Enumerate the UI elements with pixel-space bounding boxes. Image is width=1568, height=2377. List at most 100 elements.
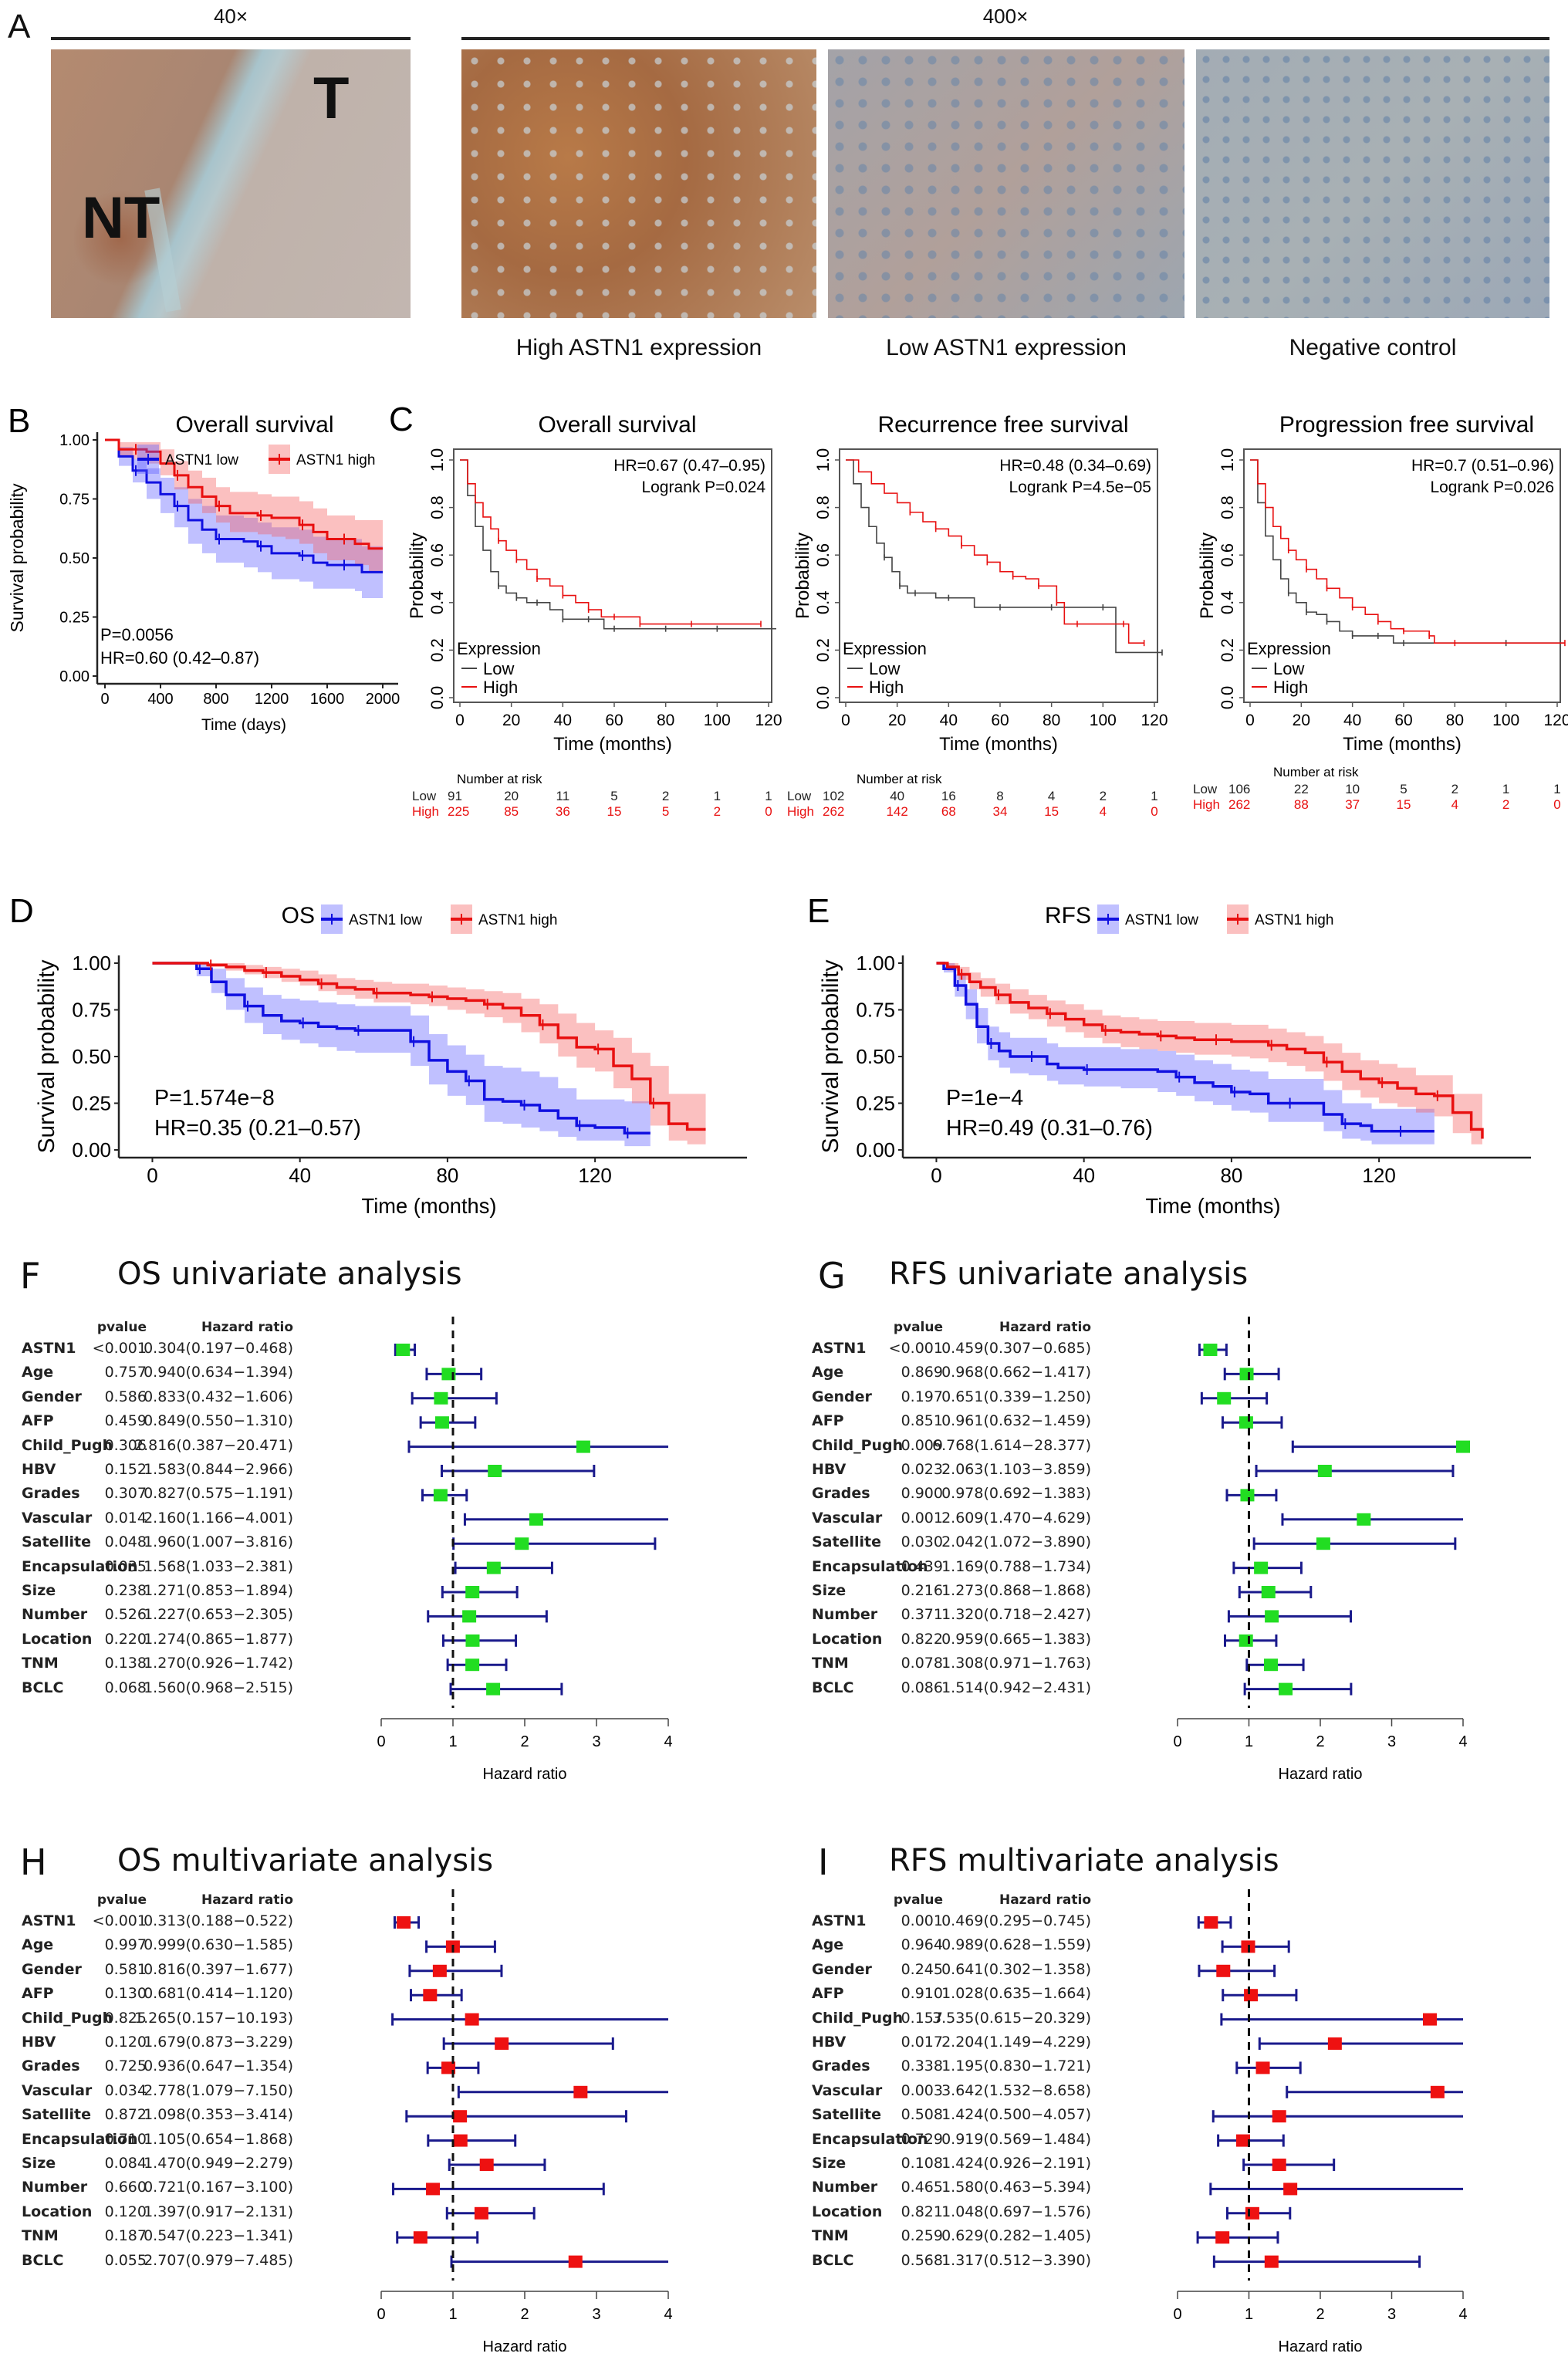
x-tick-label: 4 <box>1458 1733 1467 1750</box>
hazard-ratio-ci: 0.681(0.414−1.120) <box>144 1985 293 2003</box>
forest-table-row: Location 0.821 1.048(0.697−1.576) <box>784 2203 1247 2227</box>
risk-count: 15 <box>607 804 622 819</box>
hazard-ratio-marker <box>423 1989 438 2002</box>
variable-name: BCLC <box>812 2251 854 2269</box>
variable-name: ASTN1 <box>812 1912 867 1929</box>
risk-count: 0 <box>1151 804 1157 819</box>
y-tick-label: 1.0 <box>427 448 447 472</box>
forest-panel-g: G RFS univariate analysis pvalue Hazard rat… <box>784 1250 1556 1790</box>
y-tick-label: 0.00 <box>59 668 90 685</box>
hazard-ratio-ci: 1.271(0.853−1.894) <box>144 1582 293 1599</box>
p-value: 0.001 <box>901 1509 943 1527</box>
x-tick-label: 4 <box>1458 2306 1467 2323</box>
hazard-ratio-ci: 0.833(0.432−1.606) <box>144 1388 293 1405</box>
risk-table-title: Number at risk <box>857 772 942 786</box>
forest-table-row: AFP 0.130 0.681(0.414−1.120) <box>0 1985 463 2008</box>
x-tick-label: 120 <box>1141 712 1168 729</box>
risk-count: 106 <box>1228 782 1250 796</box>
hazard-ratio-marker <box>1265 1610 1279 1623</box>
forest-table-row: Child_Pugh 0.157 3.535(0.615−20.329) <box>784 2010 1247 2033</box>
hazard-ratio-ci: 1.274(0.865−1.877) <box>144 1630 293 1648</box>
p-value: 0.138 <box>104 1655 147 1672</box>
hazard-ratio-ci: 0.547(0.223−1.341) <box>144 2227 293 2245</box>
p-value: 0.086 <box>901 1679 943 1696</box>
risk-count: 225 <box>448 804 469 819</box>
hazard-ratio-marker <box>433 1489 448 1502</box>
x-tick-label: 20 <box>502 712 520 729</box>
magnification-400x: 400× <box>982 5 1029 28</box>
risk-count: 2 <box>1451 782 1458 796</box>
p-value: 0.014 <box>104 1509 147 1527</box>
p-value: 0.030 <box>901 1533 943 1551</box>
hazard-ratio-header: Hazard ratio <box>201 1892 293 1908</box>
forest-table-row: Grades 0.725 0.936(0.647−1.354) <box>0 2057 463 2081</box>
p-value: 0.003 <box>901 2081 943 2099</box>
p-value: 0.034 <box>104 2081 147 2099</box>
legend-title: Expression <box>457 639 541 658</box>
survival-curve-1 <box>105 438 383 550</box>
hazard-ratio-ci: 1.560(0.968−2.515) <box>144 1679 293 1696</box>
forest-table-row: TNM 0.187 0.547(0.223−1.341) <box>0 2227 463 2250</box>
p-value: 0.197 <box>901 1388 943 1405</box>
pvalue-header: pvalue <box>96 1320 147 1335</box>
x-tick-label: 0 <box>455 712 465 729</box>
cell-nuclei-pattern <box>461 49 816 318</box>
x-axis-label: Time (months) <box>939 734 1058 755</box>
x-tick-label: 80 <box>1220 1164 1242 1187</box>
hazard-ratio-marker <box>1283 2183 1298 2196</box>
panel-letter: E <box>807 892 830 930</box>
survival-curve-high <box>846 459 1144 644</box>
forest-table: pvalue Hazard ratio ASTN1 <0.001 0.313(0.188… <box>0 1837 772 2377</box>
variable-name: Age <box>22 1936 54 1954</box>
hazard-ratio-marker <box>465 1634 480 1647</box>
p-value: 0.851 <box>901 1412 943 1430</box>
p-value: 0.130 <box>104 1985 147 2003</box>
chart-title: Overall survival <box>175 412 333 438</box>
forest-table: pvalue Hazard ratio ASTN1 <0.001 0.304(0.197… <box>0 1250 772 1790</box>
forest-table-row: Location 0.220 1.274(0.865−1.877) <box>0 1631 463 1654</box>
caption-low-expression: Low ASTN1 expression <box>886 335 1127 360</box>
cell-nuclei-pattern <box>1196 49 1549 318</box>
survival-curve-0 <box>152 962 651 1134</box>
p-value: 0.508 <box>901 2106 943 2124</box>
x-tick-label: 0 <box>377 1733 385 1750</box>
risk-count: 2 <box>1502 797 1509 812</box>
p-value: 0.900 <box>901 1485 943 1503</box>
p-value: 0.238 <box>104 1582 147 1599</box>
hazard-ratio-marker <box>453 2110 468 2123</box>
risk-count: 88 <box>1294 797 1309 812</box>
chart-title: Overall survival <box>538 412 696 438</box>
risk-count: 4 <box>1100 804 1107 819</box>
panel-letter-a: A <box>8 8 31 46</box>
variable-name: Number <box>812 1606 878 1624</box>
y-tick-label: 0.75 <box>856 999 895 1022</box>
variable-name: Encapsulation <box>22 1557 138 1575</box>
magnification-bar-40x <box>51 37 411 40</box>
x-tick-label: 0 <box>147 1164 157 1187</box>
forest-table-row: HBV 0.017 2.204(1.149−4.229) <box>784 2034 1247 2057</box>
legend-label: High <box>869 678 904 697</box>
hazard-ratio-marker <box>1327 2037 1342 2050</box>
variable-name: Size <box>22 1582 56 1599</box>
forest-table: pvalue Hazard ratio ASTN1 <0.001 0.459(0.307… <box>784 1250 1556 1790</box>
stat-annotation: Logrank P=0.026 <box>1430 478 1554 496</box>
risk-count: 2 <box>1100 789 1107 803</box>
variable-name: Location <box>812 2203 883 2220</box>
variable-name: BCLC <box>22 2251 64 2269</box>
forest-title: OS univariate analysis <box>117 1256 462 1292</box>
p-value: 0.187 <box>104 2227 147 2245</box>
hazard-ratio-marker <box>1244 1989 1259 2002</box>
x-axis-label: Time (months) <box>362 1194 497 1218</box>
variable-name: ASTN1 <box>22 1912 76 1929</box>
x-tick-label: 0 <box>1173 1733 1181 1750</box>
variable-name: Grades <box>812 2057 870 2075</box>
forest-table-row: Grades 0.900 0.978(0.692−1.383) <box>784 1485 1247 1508</box>
p-value: 0.729 <box>901 2130 943 2148</box>
risk-count: 68 <box>941 804 956 819</box>
x-tick-label: 100 <box>704 712 731 729</box>
x-tick-label: 3 <box>1387 1733 1396 1750</box>
p-value: 0.120 <box>104 2203 147 2220</box>
risk-row-label-high: High <box>787 804 814 819</box>
x-tick-label: 40 <box>289 1164 311 1187</box>
